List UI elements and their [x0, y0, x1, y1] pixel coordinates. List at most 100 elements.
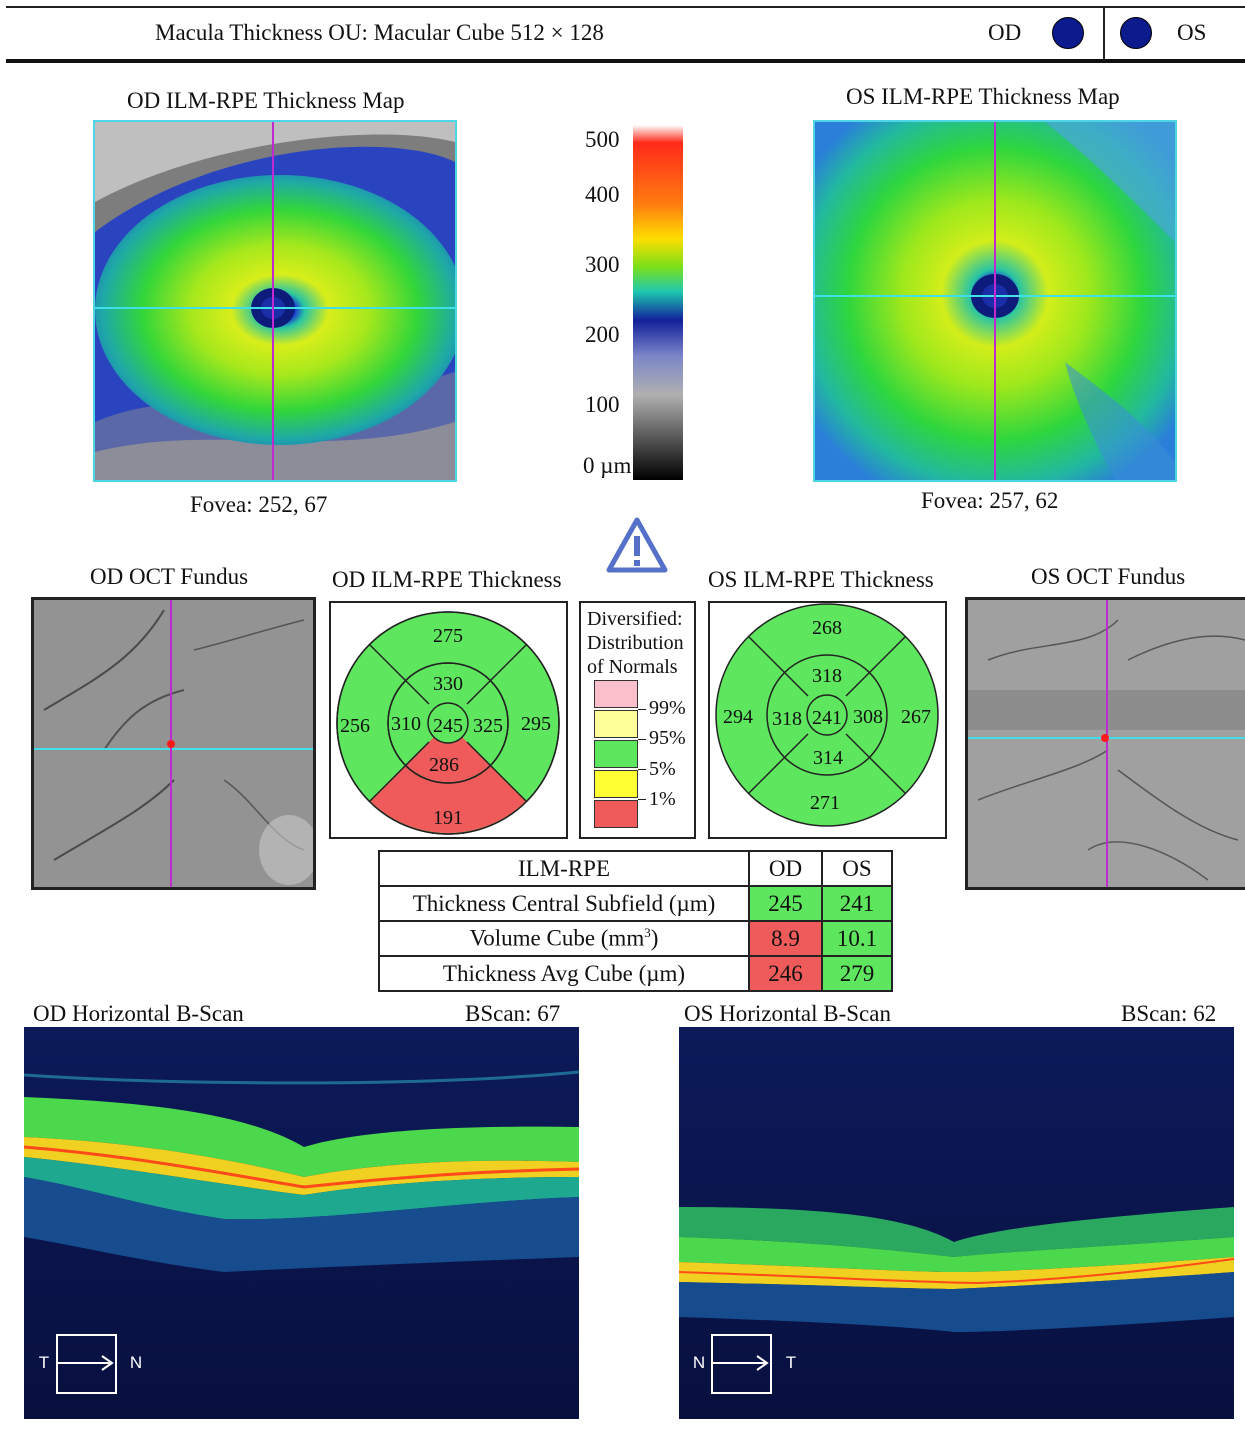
legend-swatch-95-99 — [594, 710, 638, 738]
od-etdrs-grid-svg: 275 256 295 191 330 310 325 286 245 — [336, 611, 560, 835]
os-orient-right: T — [786, 1353, 796, 1372]
legend-label-99: 99% — [649, 697, 686, 719]
table-row: Thickness Avg Cube (µm) 246 279 — [378, 955, 893, 992]
legend-swatch-5-95 — [594, 740, 638, 768]
metric-label-volume-end: ) — [650, 925, 659, 951]
metric-label-central-subfield: Thickness Central Subfield (µm) — [378, 885, 750, 922]
legend-title-line3: of Normals — [587, 656, 678, 678]
colorbar-tick-0: 0 µm — [583, 453, 632, 478]
os-bscan-image: N T — [679, 1027, 1234, 1419]
metric-od-central-subfield: 245 — [748, 885, 823, 922]
legend-label-5: 5% — [649, 758, 676, 780]
warning-triangle-icon — [605, 516, 669, 574]
metrics-header-label: ILM-RPE — [378, 850, 750, 887]
os-outer-temporal: 294 — [723, 706, 753, 728]
os-bscan-title: OS Horizontal B-Scan — [684, 1001, 891, 1026]
os-fundus-title: OS OCT Fundus — [1031, 564, 1186, 589]
legend-title-line1: Diversified: — [587, 608, 683, 630]
table-row: Thickness Central Subfield (µm) 245 241 — [378, 885, 893, 922]
legend-label-1: 1% — [649, 788, 676, 810]
legend-tick-1 — [638, 799, 646, 800]
colorbar-tick-100: 100 — [585, 392, 620, 417]
normals-legend: Diversified: Distribution of Normals 99%… — [579, 601, 696, 839]
od-fovea-label: Fovea: 252, 67 — [190, 492, 328, 517]
header-bottom-rule — [6, 59, 1245, 63]
od-orient-right: N — [130, 1353, 142, 1372]
os-thickness-map-image — [815, 122, 1175, 480]
metric-label-volume-sup: 3 — [644, 925, 651, 941]
od-bscan-number: BScan: 67 — [465, 1001, 561, 1026]
thickness-colorbar — [633, 125, 683, 480]
os-grid-title: OS ILM-RPE Thickness — [708, 567, 934, 592]
od-inner-superior: 330 — [433, 673, 463, 695]
metrics-header-row: ILM-RPE OD OS — [378, 850, 893, 887]
os-inner-temporal: 318 — [772, 708, 802, 730]
legend-swatch-above-99 — [594, 680, 638, 708]
os-fovea-label: Fovea: 257, 62 — [921, 488, 1059, 513]
metric-os-volume-cube: 10.1 — [821, 920, 893, 957]
od-bscan-image: T N — [24, 1027, 579, 1419]
od-outer-inferior: 191 — [433, 807, 463, 829]
od-thickness-map — [93, 120, 457, 482]
metric-od-volume-cube: 8.9 — [748, 920, 823, 957]
od-oct-fundus — [31, 597, 316, 890]
od-eye-label: OD — [988, 20, 1022, 45]
od-inner-nasal: 325 — [473, 715, 503, 737]
metric-os-avg-cube: 279 — [821, 955, 893, 992]
od-thickness-map-image — [95, 122, 455, 480]
od-fundus-image — [34, 600, 313, 887]
os-oct-fundus — [965, 597, 1245, 890]
os-map-title: OS ILM-RPE Thickness Map — [846, 84, 1120, 109]
metrics-header-os: OS — [821, 850, 893, 887]
legend-label-95: 95% — [649, 727, 686, 749]
os-outer-inferior: 271 — [810, 792, 840, 814]
os-fundus-image — [968, 600, 1245, 887]
legend-title: Diversified: Distribution of Normals — [587, 607, 684, 679]
od-outer-nasal: 295 — [521, 713, 551, 735]
legend-tick-99 — [638, 709, 646, 710]
od-eye-dot-icon — [1052, 17, 1084, 49]
metric-label-volume-cube: Volume Cube (mm3) — [378, 920, 750, 957]
page-title: Macula Thickness OU: Macular Cube 512 × … — [155, 20, 604, 45]
os-outer-nasal: 267 — [901, 706, 931, 728]
od-inner-inferior: 286 — [429, 754, 459, 776]
od-outer-temporal: 256 — [340, 715, 370, 737]
od-center: 245 — [433, 715, 463, 737]
os-eye-label: OS — [1177, 20, 1207, 45]
metrics-header-od: OD — [748, 850, 823, 887]
od-grid-title: OD ILM-RPE Thickness — [332, 567, 562, 592]
od-map-title: OD ILM-RPE Thickness Map — [127, 88, 405, 113]
table-row: Volume Cube (mm3) 8.9 10.1 — [378, 920, 893, 957]
od-outer-superior: 275 — [433, 625, 463, 647]
od-bscan-title: OD Horizontal B-Scan — [33, 1001, 244, 1026]
colorbar-tick-500: 500 — [585, 127, 620, 152]
metrics-table: ILM-RPE OD OS Thickness Central Subfield… — [378, 850, 893, 992]
os-bscan-number: BScan: 62 — [1121, 1001, 1217, 1026]
od-fundus-title: OD OCT Fundus — [90, 564, 249, 589]
os-eye-dot-icon — [1120, 17, 1152, 49]
colorbar-tick-200: 200 — [585, 322, 620, 347]
od-inner-temporal: 310 — [391, 713, 421, 735]
os-etdrs-grid-svg: 268 294 267 271 318 318 308 314 241 — [715, 603, 939, 827]
metric-os-central-subfield: 241 — [821, 885, 893, 922]
metrics-table-wrap: ILM-RPE OD OS Thickness Central Subfield… — [378, 850, 893, 992]
os-outer-superior: 268 — [812, 617, 842, 639]
os-etdrs-grid: 268 294 267 271 318 318 308 314 241 — [708, 601, 947, 839]
od-etdrs-grid: 275 256 295 191 330 310 325 286 245 — [329, 601, 568, 839]
os-thickness-map — [813, 120, 1177, 482]
legend-title-line2: Distribution — [587, 632, 684, 654]
os-inner-superior: 318 — [812, 665, 842, 687]
colorbar-tick-400: 400 — [585, 182, 620, 207]
os-inner-inferior: 314 — [813, 747, 843, 769]
os-center: 241 — [812, 707, 842, 729]
os-inner-nasal: 308 — [853, 706, 883, 728]
header-divider — [1103, 8, 1105, 59]
legend-swatch-1-5 — [594, 770, 638, 798]
legend-tick-95 — [638, 739, 646, 740]
metric-label-volume-main: Volume Cube (mm — [469, 925, 645, 951]
metric-od-avg-cube: 246 — [748, 955, 823, 992]
metric-label-avg-cube: Thickness Avg Cube (µm) — [378, 955, 750, 992]
colorbar-tick-300: 300 — [585, 252, 620, 277]
os-orient-left: N — [693, 1353, 705, 1372]
legend-swatch-below-1 — [594, 800, 638, 828]
